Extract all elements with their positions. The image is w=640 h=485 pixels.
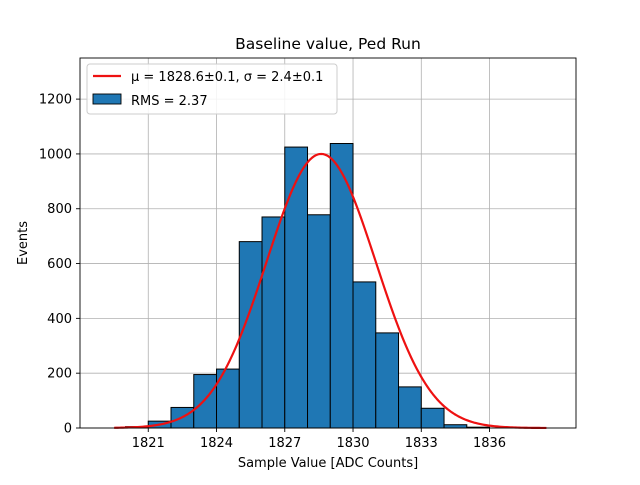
x-axis-ticks: 1821 1824 1827 1830 1833 1836 xyxy=(132,428,506,451)
histogram-bar xyxy=(443,424,468,429)
y-tick-label: 600 xyxy=(47,257,72,272)
x-tick-label: 1830 xyxy=(336,436,369,451)
histogram-bars xyxy=(125,143,491,429)
legend-rms-swatch xyxy=(92,93,122,105)
legend-box xyxy=(86,63,338,115)
gaussian-fit xyxy=(114,152,547,430)
y-tick-label: 400 xyxy=(47,312,72,327)
x-axis-label: Sample Value [ADC Counts] xyxy=(238,456,418,471)
histogram-bar xyxy=(375,332,400,429)
histogram-bar xyxy=(261,216,286,429)
legend-rms-label: RMS = 2.37 xyxy=(131,94,208,109)
y-tick-label: 1000 xyxy=(39,147,72,162)
x-tick-label: 1824 xyxy=(200,436,233,451)
histogram-bar xyxy=(284,146,309,429)
fit-curve xyxy=(114,152,547,430)
histogram-bar xyxy=(238,241,263,429)
legend-fit-label: μ = 1828.6±0.1, σ = 2.4±0.1 xyxy=(131,70,323,85)
y-tick-label: 200 xyxy=(47,367,72,382)
plot-frame xyxy=(79,57,577,429)
y-axis-ticks: 0 200 400 600 800 1000 1200 xyxy=(39,93,80,437)
histogram-bar xyxy=(193,374,218,429)
y-tick-label: 1200 xyxy=(39,93,72,108)
legend: μ = 1828.6±0.1, σ = 2.4±0.1 RMS = 2.37 xyxy=(86,63,338,115)
y-tick-label: 800 xyxy=(47,202,72,217)
y-axis-label: Events xyxy=(16,221,31,265)
histogram-bar xyxy=(307,214,331,429)
histogram-bar xyxy=(398,386,422,429)
x-tick-label: 1827 xyxy=(268,436,301,451)
x-tick-label: 1821 xyxy=(132,436,165,451)
histogram-bar xyxy=(420,407,445,429)
chart-title: Baseline value, Ped Run xyxy=(235,35,421,53)
x-tick-label: 1833 xyxy=(405,436,438,451)
histogram-bar xyxy=(352,281,377,429)
x-tick-label: 1836 xyxy=(473,436,506,451)
y-tick-label: 0 xyxy=(64,422,72,437)
